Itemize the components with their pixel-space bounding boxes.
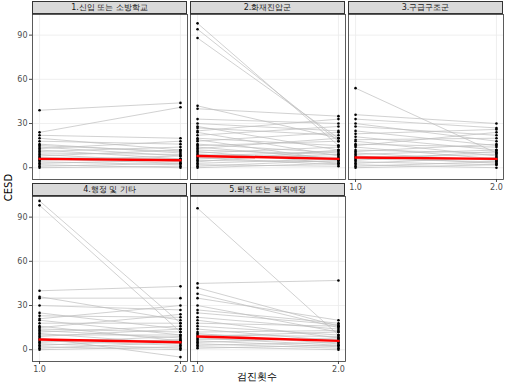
svg-text:2.0: 2.0 (332, 365, 345, 374)
svg-text:60: 60 (17, 75, 27, 84)
svg-text:30: 30 (17, 119, 27, 128)
svg-text:90: 90 (17, 213, 27, 222)
html-text:검진횟수: 검진횟수 (237, 371, 277, 382)
html-text:1.신입 또는 소방학교: 1.신입 또는 소방학교 (71, 3, 148, 12)
svg-text:1.0: 1.0 (349, 183, 362, 192)
svg-text:0: 0 (22, 345, 27, 354)
html-text:2.화재진압군: 2.화재진압군 (243, 3, 292, 12)
svg-text:0: 0 (22, 163, 27, 172)
svg-text:2.0: 2.0 (490, 183, 503, 192)
svg-text:90: 90 (17, 31, 27, 40)
svg-text:60: 60 (17, 257, 27, 266)
svg-text:1.0: 1.0 (33, 365, 46, 374)
html-text:5.퇴직 또는 퇴직예정: 5.퇴직 또는 퇴직예정 (229, 185, 306, 194)
svg-text:30: 30 (17, 301, 27, 310)
svg-text:1.0: 1.0 (191, 365, 204, 374)
html-text:CESD: CESD (2, 173, 14, 202)
html-text:4.행정 및 기타: 4.행정 및 기타 (83, 185, 136, 194)
html-text:3.구급구조군: 3.구급구조군 (401, 3, 450, 12)
svg-text:2.0: 2.0 (174, 365, 187, 374)
